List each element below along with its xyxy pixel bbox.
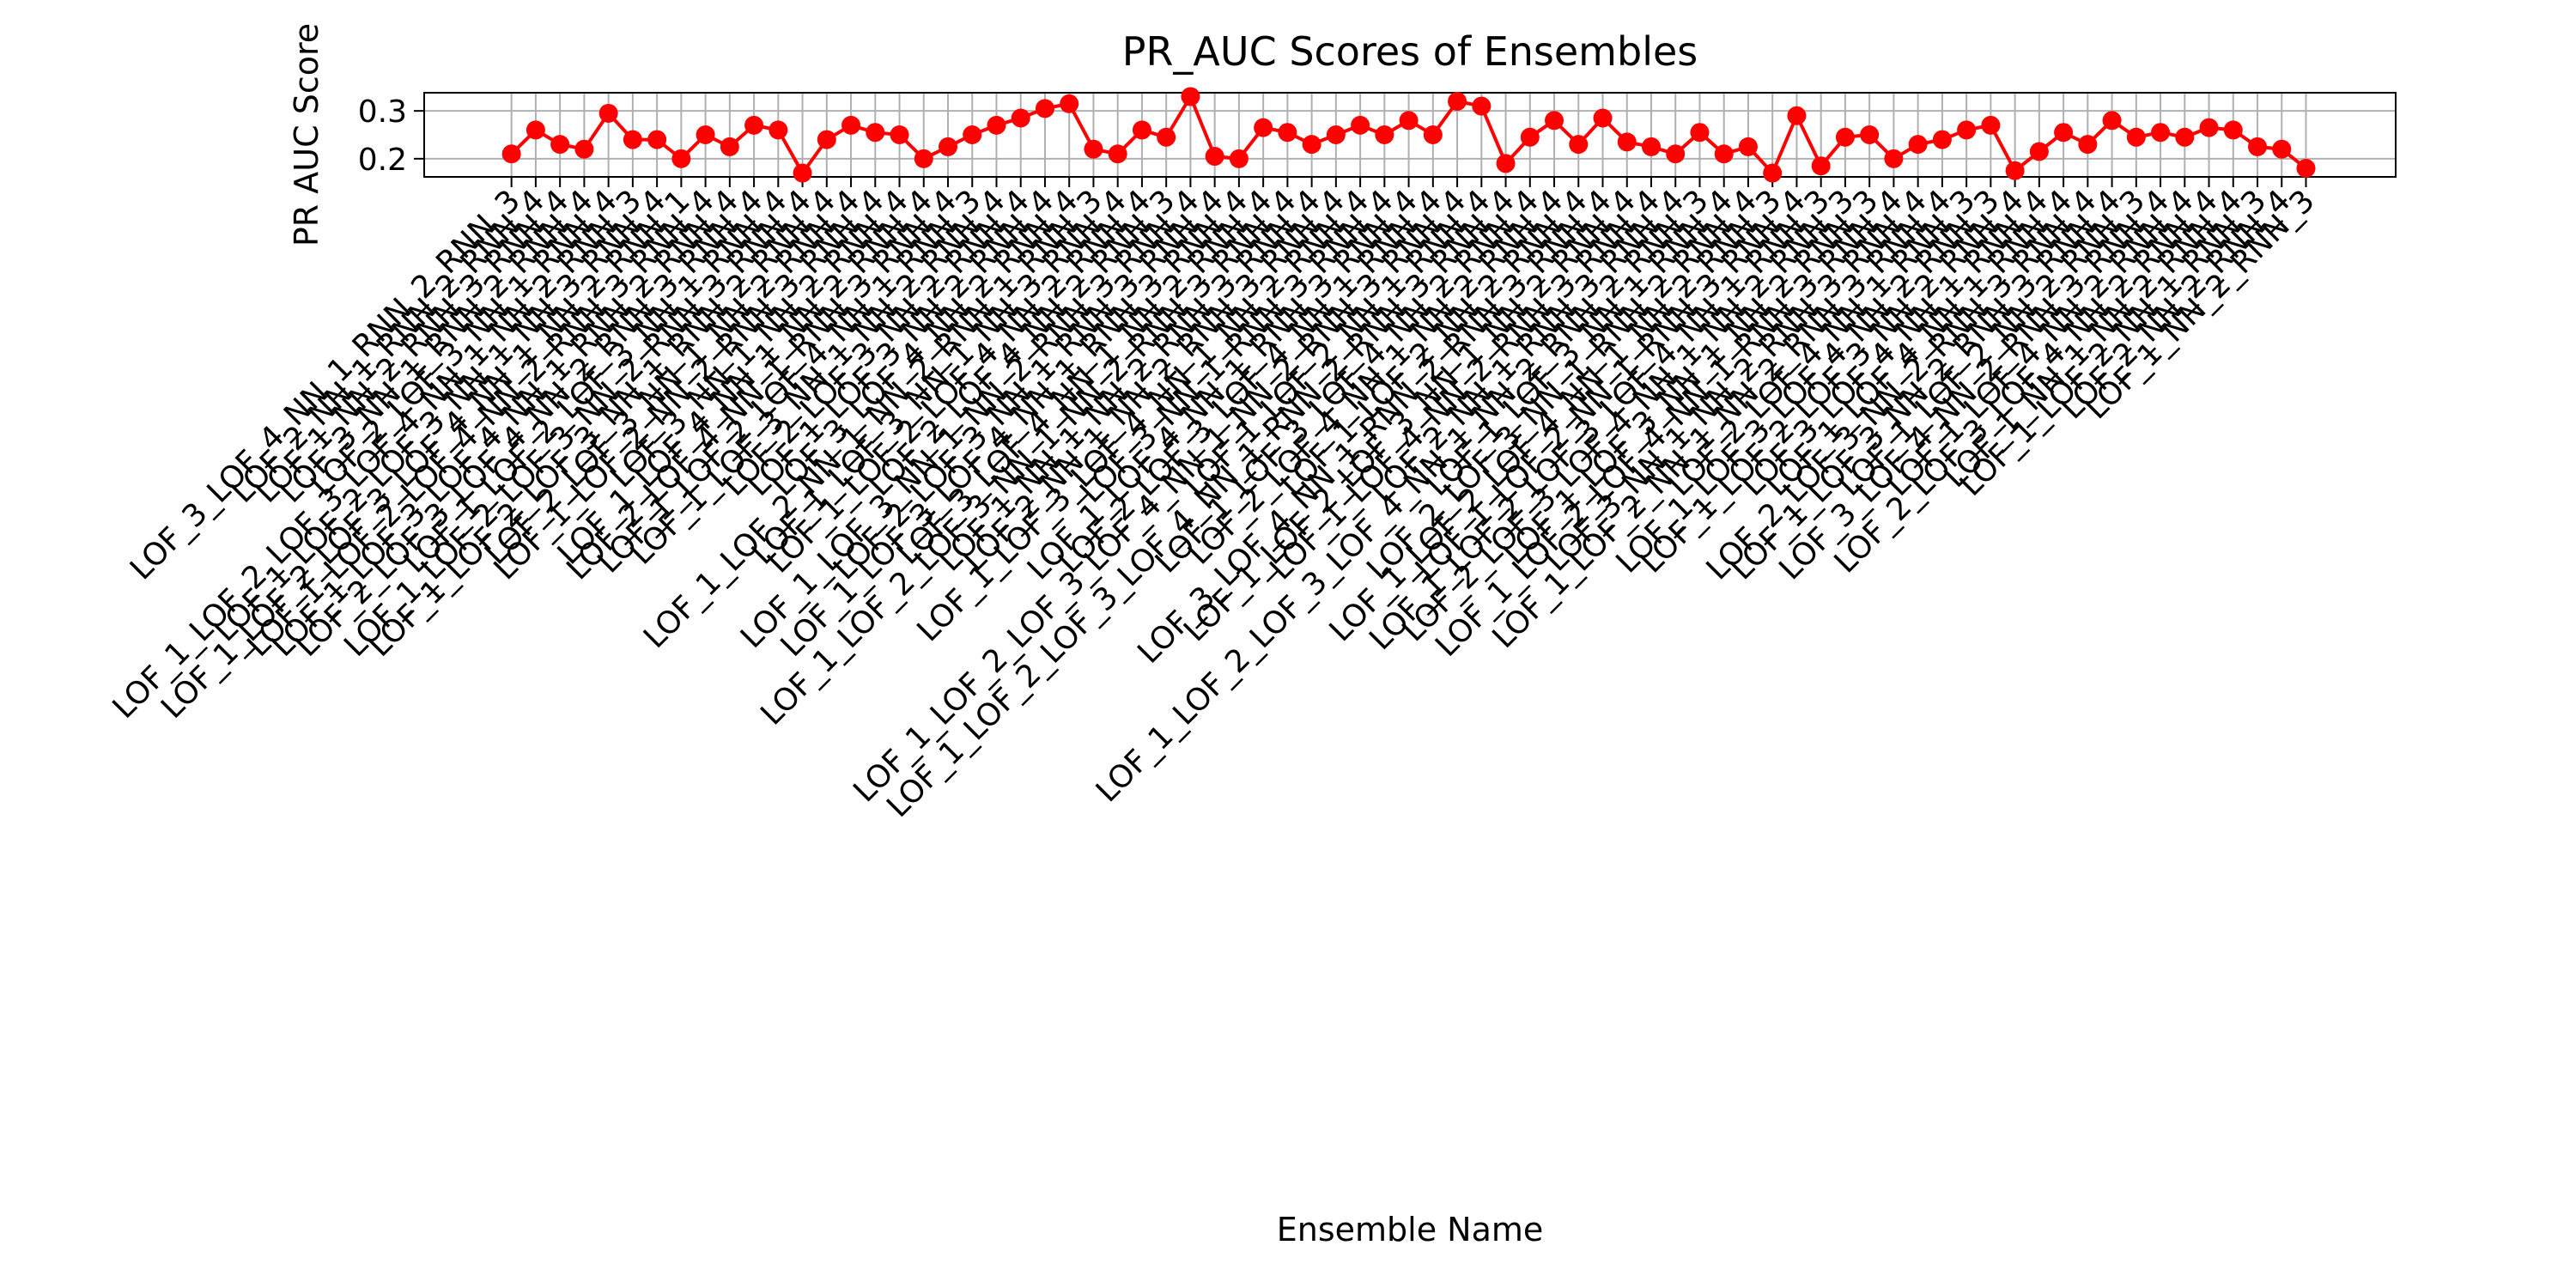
point (1738, 137, 1758, 156)
point (2151, 123, 2171, 143)
point (1593, 108, 1613, 128)
point (1035, 99, 1054, 118)
point (1666, 144, 1686, 164)
point (671, 149, 691, 168)
point (1375, 125, 1394, 144)
point (1472, 96, 1492, 116)
point (1569, 135, 1589, 155)
point (1181, 87, 1200, 106)
point (1714, 144, 1734, 164)
point (2296, 158, 2316, 178)
point (1932, 130, 1952, 149)
point (2199, 118, 2219, 137)
point (1351, 115, 1370, 135)
point (1011, 108, 1030, 128)
point (1302, 135, 1321, 155)
point (1254, 118, 1273, 137)
point (1399, 111, 1419, 131)
point (1811, 156, 1831, 176)
point (696, 125, 715, 144)
chart-title: PR_AUC Scores of Ensembles (1122, 28, 1698, 75)
point (1835, 127, 1855, 147)
point (2272, 139, 2292, 159)
point (1229, 149, 1249, 168)
point (1520, 127, 1540, 147)
point (1787, 106, 1807, 125)
point (963, 125, 982, 144)
point (793, 163, 812, 183)
point (1423, 125, 1443, 144)
point (1132, 120, 1151, 140)
point (574, 139, 594, 159)
point (720, 137, 739, 156)
point (890, 125, 909, 144)
y-axis-label: PR AUC Score (288, 23, 325, 246)
point (647, 130, 667, 149)
point (866, 123, 885, 143)
point (1763, 163, 1783, 183)
point (526, 120, 545, 140)
point (1060, 94, 1079, 113)
point (769, 120, 788, 140)
x-axis-label: Ensemble Name (1277, 1211, 1544, 1249)
point (1617, 132, 1637, 152)
point (1957, 120, 1977, 140)
point (1108, 144, 1127, 164)
point (1278, 123, 1297, 143)
point (623, 130, 642, 149)
point (2005, 161, 2025, 180)
point (1884, 149, 1904, 168)
point (1860, 125, 1880, 144)
point (2054, 123, 2074, 143)
point (744, 115, 764, 135)
point (1084, 139, 1103, 159)
point (2223, 120, 2243, 140)
point (987, 115, 1006, 135)
plot-frame (423, 92, 2397, 178)
point (501, 144, 521, 164)
y-tick-label: 0.3 (358, 94, 407, 130)
point (2102, 111, 2122, 131)
point (817, 130, 836, 149)
y-tick-label: 0.2 (358, 143, 407, 178)
point (914, 149, 933, 168)
point (2029, 142, 2049, 161)
point (2126, 127, 2146, 147)
point (1641, 137, 1661, 156)
point (1908, 135, 1928, 155)
point (1496, 154, 1516, 173)
point (939, 137, 958, 156)
point (1448, 92, 1467, 112)
point (2078, 135, 2098, 155)
point (841, 115, 861, 135)
point (1205, 147, 1224, 167)
point (1545, 111, 1564, 131)
point (598, 103, 618, 123)
point (550, 135, 570, 155)
point (2175, 127, 2195, 147)
point (2248, 137, 2268, 156)
point (1690, 123, 1710, 143)
point (1981, 115, 2001, 135)
point (1326, 125, 1346, 144)
point (1157, 127, 1176, 147)
